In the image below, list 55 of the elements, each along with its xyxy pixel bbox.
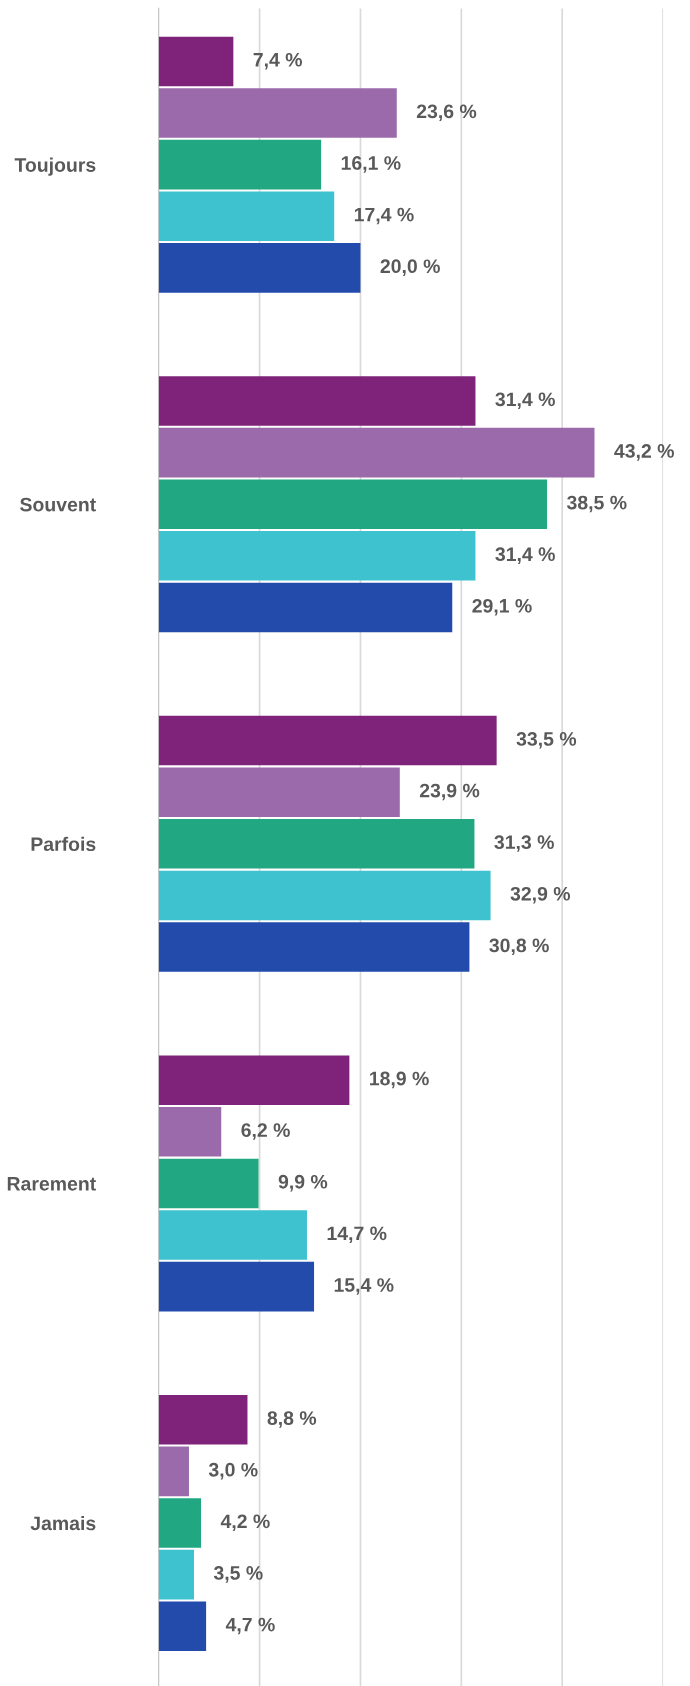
bar: [158, 1394, 248, 1445]
y-tick-label: Parfois: [31, 836, 96, 852]
bar: [158, 427, 595, 478]
data-label: 31,4 %: [495, 392, 555, 410]
bar: [158, 1210, 307, 1260]
data-label: 15,4 %: [334, 1278, 394, 1295]
bar: [158, 870, 491, 921]
y-tick-label: Rarement: [7, 1177, 96, 1191]
bar: [158, 1601, 207, 1652]
bar: [158, 715, 497, 766]
y-tick-label: Jamais: [30, 1515, 96, 1531]
y-tick-label: Toujours: [14, 157, 96, 176]
data-label: 8,8 %: [267, 1411, 317, 1428]
bar: [158, 479, 548, 530]
bar: [158, 139, 322, 190]
data-label: 30,8 %: [489, 938, 549, 956]
data-label: 4,7 %: [225, 1617, 275, 1635]
bar: [158, 1549, 195, 1600]
data-label: 7,4 %: [253, 52, 302, 70]
data-label: 3,0 %: [208, 1462, 258, 1480]
data-label: 3,5 %: [213, 1566, 263, 1583]
data-label: 32,9 %: [510, 886, 571, 904]
data-label: 9,9 %: [278, 1174, 328, 1192]
bar: [158, 767, 400, 817]
data-label: 6,2 %: [241, 1123, 290, 1140]
data-label: 31,3 %: [494, 835, 554, 852]
bar: [158, 1158, 259, 1209]
data-label: 17,4 %: [354, 207, 414, 225]
data-label: 31,4 %: [495, 547, 555, 564]
bar: [158, 1498, 202, 1548]
data-label: 33,5 %: [516, 732, 577, 749]
bar: [158, 243, 361, 293]
data-label: 38,5 %: [566, 495, 627, 513]
bar: [158, 1446, 189, 1497]
data-label: 4,2 %: [220, 1514, 270, 1532]
data-label: 43,2 %: [614, 444, 674, 461]
bar: [158, 88, 397, 138]
bar: [158, 922, 470, 972]
data-label: 23,9 %: [419, 783, 480, 801]
bar: [158, 1261, 315, 1312]
data-label: 14,7 %: [327, 1226, 387, 1244]
data-label: 18,9 %: [370, 1071, 429, 1089]
bar: [158, 191, 335, 242]
bar: [158, 376, 476, 426]
data-label: 23,6 %: [416, 104, 477, 122]
bar: [158, 582, 453, 633]
data-label: 29,1 %: [472, 598, 532, 616]
bar: [158, 531, 476, 581]
data-label: 20,0 %: [380, 259, 440, 276]
bar: [158, 1107, 222, 1157]
data-label: 16,1 %: [341, 156, 401, 173]
y-tick-label: Souvent: [20, 497, 96, 512]
bar: [158, 36, 234, 87]
bar: [158, 819, 475, 869]
bar: [158, 1055, 350, 1105]
